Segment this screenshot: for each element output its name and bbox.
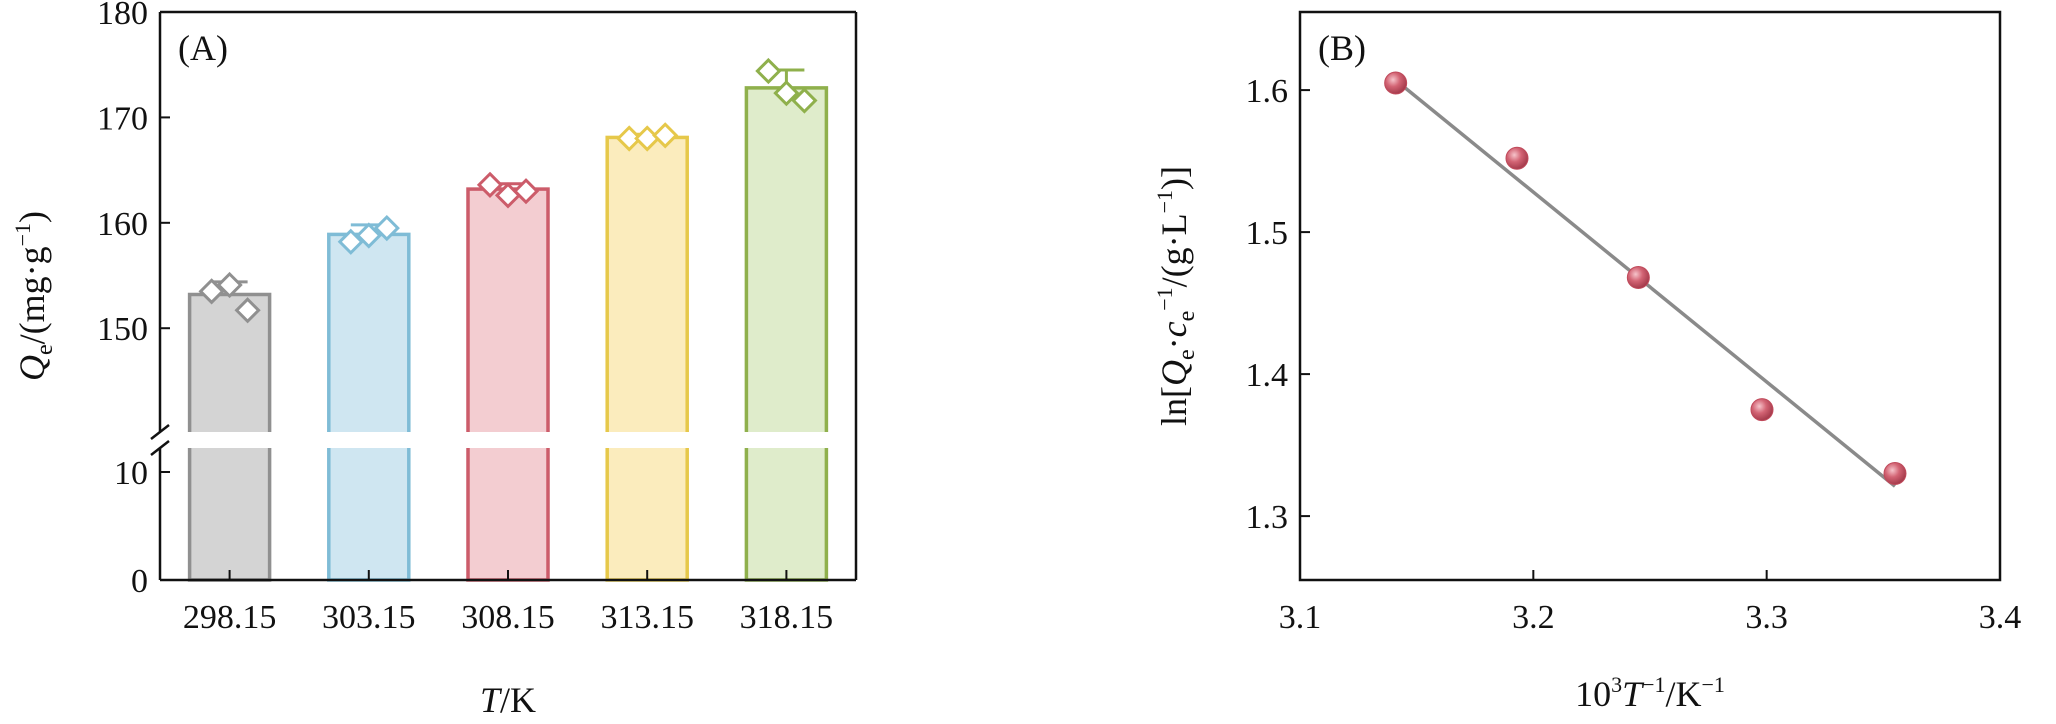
x-label-italic: T (480, 680, 503, 720)
x-label-sup2: −1 (1642, 672, 1665, 697)
x-label-sup1: 3 (1611, 672, 1622, 697)
replicate-point (337, 228, 364, 255)
panel-a-bar-chart: 150 160 170 180 0 10 298.15 303.15 308.15 313.15… (10, 0, 858, 720)
y-label-pre: ln[ (1154, 386, 1194, 426)
bar (605, 135, 689, 582)
x-tick-label: 3.2 (1512, 599, 1555, 636)
panel-b-x-axis-label: 103T−1/K−1 (1575, 672, 1725, 714)
panel-b-y-ticks: 1.3 1.4 1.5 1.6 (1246, 73, 1310, 536)
replicate-point (791, 87, 818, 114)
x-label-rest: /K (500, 680, 536, 720)
replicate-points (198, 57, 818, 324)
axis-break-band (163, 432, 853, 448)
x-tick-label: 3.3 (1745, 599, 1788, 636)
y-label-sub: e (32, 344, 58, 355)
replicate-point (755, 57, 782, 85)
replicate-point (373, 214, 400, 242)
y-tick-label: 170 (97, 100, 148, 137)
replicate-point (476, 171, 504, 198)
x-tick-label: 298.15 (183, 599, 277, 636)
panel-b-label: (B) (1318, 28, 1366, 68)
data-point (1505, 146, 1529, 170)
y-label-q: Q (12, 355, 52, 381)
bar (327, 232, 411, 582)
x-tick-label: 313.15 (600, 599, 694, 636)
replicate-point (773, 80, 800, 107)
x-tick-label: 3.1 (1279, 599, 1322, 636)
y-label-sub2: e (1174, 311, 1200, 322)
axis-break-mark (150, 440, 170, 456)
data-points (1384, 71, 1907, 485)
x-label-mid: /K (1666, 674, 1702, 714)
y-label-mid: /(g·L (1154, 213, 1194, 287)
y-label-end: )] (1154, 166, 1194, 190)
axis-break-mark (150, 424, 170, 440)
replicate-point (616, 125, 643, 152)
y-label-end: ) (12, 211, 52, 223)
panel-a-y-ticks: 150 160 170 180 0 10 (97, 0, 170, 600)
panel-b-x-ticks: 3.1 3.2 3.3 3.4 (1279, 570, 2022, 636)
y-tick-label: 1.5 (1246, 215, 1289, 252)
y-label-sub1: e (1174, 349, 1200, 360)
replicate-point (234, 297, 261, 324)
panel-b-scatter-chart: 1.31.41.51.6 3.1 3.2 3.3 3.4 (B) 103T−1/K−1… (1152, 10, 2022, 714)
x-tick-label: 3.4 (1979, 599, 2022, 636)
y-label-sup: −1 (10, 223, 35, 246)
y-label-q: Q (1154, 360, 1194, 386)
y-tick-label: 150 (97, 311, 148, 348)
panel-a-x-axis-label: T/K (480, 680, 536, 720)
y-tick-label: 180 (97, 0, 148, 32)
panel-a-x-ticks: 298.15 303.15 308.15 313.15 318.15 (183, 570, 833, 636)
y-tick-label: 10 (114, 455, 148, 492)
y-tick-label: 1.4 (1246, 357, 1289, 394)
y-tick-label: 160 (97, 206, 148, 243)
plot-frame (1298, 10, 2002, 582)
y-tick-label: 0 (131, 563, 148, 600)
x-label-base: 10 (1575, 674, 1611, 714)
bar (744, 86, 829, 582)
replicate-point (512, 178, 540, 205)
x-tick-label: 318.15 (740, 599, 834, 636)
panel-a-y-axis-label: Qe/(mg·g−1) (10, 211, 58, 381)
y-label-rest: /(mg·g (12, 246, 52, 344)
x-tick-label: 308.15 (461, 599, 555, 636)
x-tick-label: 303.15 (322, 599, 416, 636)
data-point (1750, 398, 1774, 422)
replicate-point (355, 222, 382, 249)
replicate-point (216, 271, 243, 299)
bar-series (187, 86, 829, 582)
y-label-dot: · (1154, 337, 1194, 349)
y-label-c: c (1154, 321, 1194, 337)
y-label-sup2: −1 (1152, 190, 1177, 213)
replicate-point (652, 122, 679, 149)
replicate-point (198, 278, 225, 305)
panel-b-frame (1298, 10, 2002, 582)
y-tick-label: 1.6 (1246, 73, 1289, 110)
y-label-sup1: −1 (1152, 287, 1177, 310)
panel-b-y-axis-label: ln[Qe·ce−1/(g·L−1)] (1152, 166, 1200, 426)
panel-a-label: (A) (178, 28, 228, 68)
x-label-t: T (1622, 674, 1645, 714)
data-point (1883, 462, 1907, 485)
y-tick-label: 1.3 (1246, 499, 1289, 536)
data-point (1384, 71, 1408, 95)
bar (466, 187, 550, 582)
x-label-sup3: −1 (1702, 672, 1725, 697)
data-point (1626, 266, 1650, 290)
